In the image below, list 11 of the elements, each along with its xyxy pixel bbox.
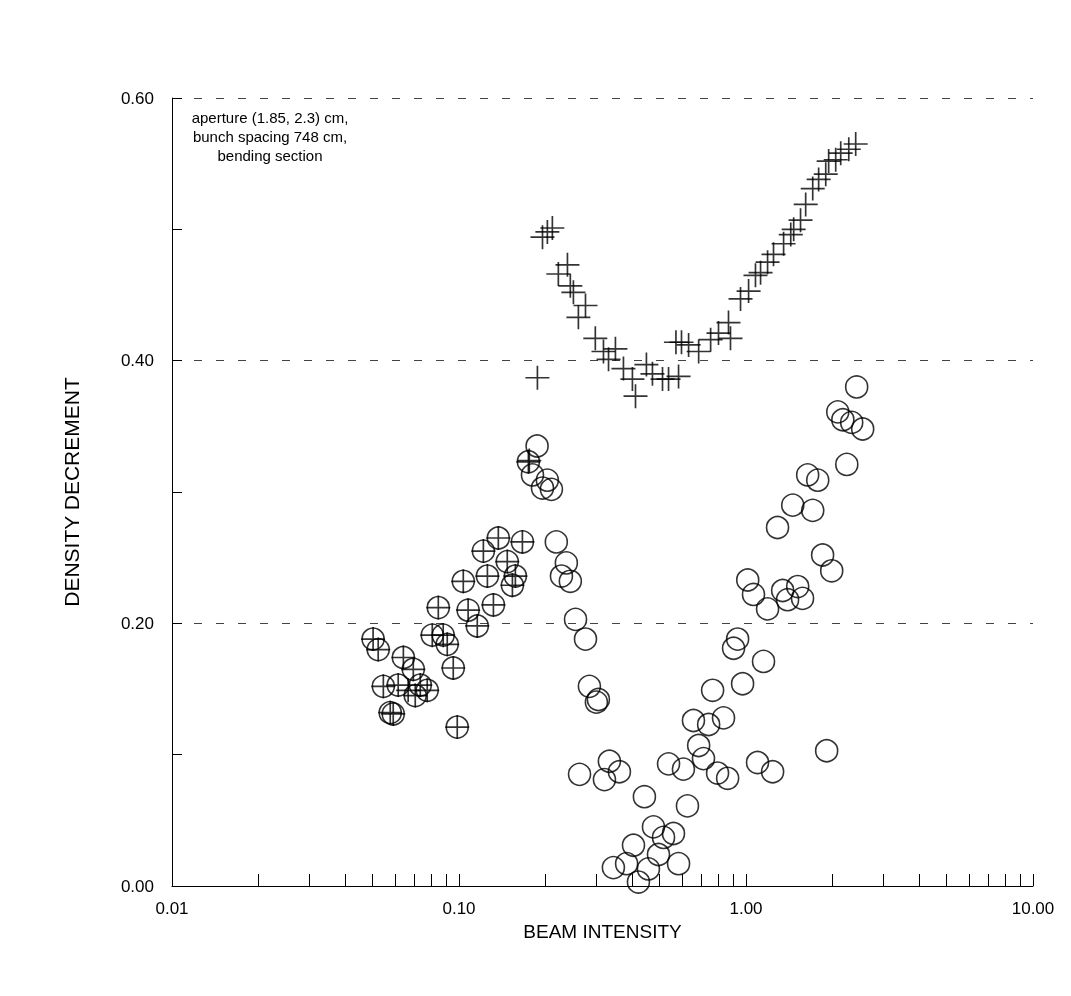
y-axis-title: DENSITY DECREMENT <box>60 377 83 607</box>
y-tick-label: 0.00 <box>120 876 154 896</box>
x-tick-label: 1.00 <box>729 899 763 918</box>
x-tick-label: 0.10 <box>442 899 476 918</box>
x-tick-label: 0.01 <box>155 899 189 918</box>
x-tick-label: 10.00 <box>1011 899 1055 918</box>
y-tick-label: 0.40 <box>120 351 154 371</box>
y-tick-label: 0.60 <box>120 88 154 108</box>
y-tick-label: 0.20 <box>120 613 154 633</box>
annotation: aperture (1.85, 2.3) cm, bunch spacing 748 cm, bending section <box>191 109 349 164</box>
x-axis-title: BEAM INTENSITY <box>523 920 682 942</box>
